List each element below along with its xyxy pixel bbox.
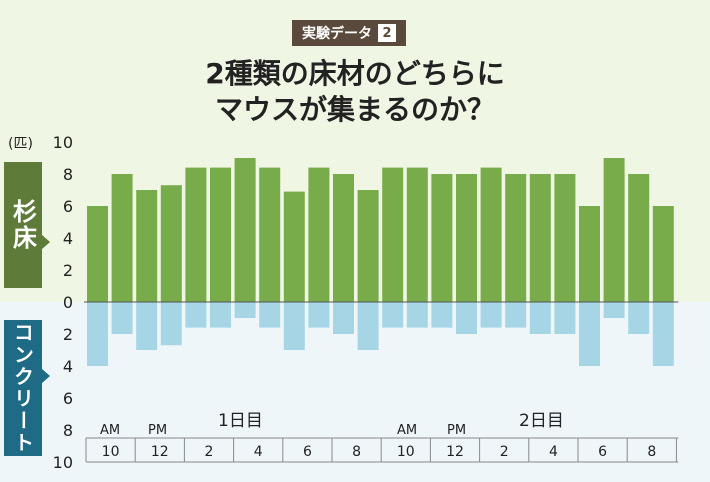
concrete-arrow-icon bbox=[42, 369, 50, 383]
am-label-day2: AM bbox=[397, 423, 418, 438]
concrete-bar bbox=[652, 302, 674, 366]
wood-bar bbox=[210, 167, 231, 302]
x-tick-label: 10 bbox=[102, 444, 120, 460]
x-tick-label: 8 bbox=[352, 444, 361, 460]
concrete-bar bbox=[554, 302, 576, 334]
x-tick-label: 6 bbox=[598, 444, 607, 460]
wood-bar bbox=[259, 167, 281, 302]
wood-bar bbox=[554, 174, 576, 302]
y-tick-label-lower: 8 bbox=[63, 421, 73, 440]
wood-floor-label: 杉床 bbox=[4, 162, 42, 288]
x-tick-label: 10 bbox=[397, 444, 415, 460]
title-line-1: 2種類の床材のどちらに bbox=[205, 57, 505, 90]
wood-bar bbox=[308, 167, 330, 302]
wood-bar bbox=[652, 206, 674, 302]
x-tick-label: 12 bbox=[151, 444, 169, 460]
y-tick-label-lower: 4 bbox=[63, 357, 73, 376]
badge-text: 実験データ bbox=[302, 26, 372, 42]
concrete-bar bbox=[406, 302, 428, 328]
concrete-bar bbox=[136, 302, 158, 350]
x-tick-label: 2 bbox=[205, 444, 214, 460]
y-tick-label-upper: 6 bbox=[63, 197, 73, 216]
concrete-bar bbox=[628, 302, 650, 334]
y-tick-label-upper: 0 bbox=[63, 293, 73, 312]
x-tick-label: 4 bbox=[549, 444, 558, 460]
am-label-day1: AM bbox=[100, 423, 121, 438]
wood-bar bbox=[111, 174, 133, 302]
y-tick-label-upper: 10 bbox=[53, 133, 73, 152]
x-tick-label: 6 bbox=[303, 444, 312, 460]
chart-title: 2種類の床材のどちらに マウスが集まるのか？ bbox=[0, 56, 710, 128]
wood-bar bbox=[505, 174, 527, 302]
x-tick-label: 12 bbox=[446, 444, 464, 460]
wood-bar bbox=[603, 158, 625, 302]
wood-bar bbox=[185, 167, 207, 302]
concrete-bar bbox=[111, 302, 133, 334]
wood-bar bbox=[480, 167, 502, 302]
unit-label: (匹) bbox=[8, 136, 33, 152]
y-tick-label-upper: 4 bbox=[63, 229, 73, 248]
wood-bar bbox=[456, 174, 477, 302]
wood-arrow-icon bbox=[42, 235, 50, 249]
pm-label-day1: PM bbox=[148, 423, 168, 438]
concrete-bar bbox=[160, 302, 182, 346]
day-2-label: 2日目 bbox=[519, 411, 564, 431]
wood-bar bbox=[234, 158, 256, 302]
wood-bar bbox=[628, 174, 650, 302]
concrete-bar bbox=[87, 302, 108, 366]
concrete-bar bbox=[357, 302, 379, 350]
concrete-bar bbox=[431, 302, 453, 328]
title-line-2: マウスが集まるのか？ bbox=[214, 93, 495, 126]
concrete-floor-label: コンクリート bbox=[4, 320, 42, 456]
y-tick-label-upper: 2 bbox=[63, 261, 73, 280]
concrete-bar bbox=[234, 302, 256, 318]
wood-bar bbox=[160, 185, 182, 302]
concrete-bar bbox=[308, 302, 330, 328]
badge-number: 2 bbox=[378, 24, 396, 42]
wood-bar bbox=[579, 206, 600, 302]
wood-bar bbox=[136, 190, 158, 302]
x-tick-label: 8 bbox=[647, 444, 656, 460]
concrete-bar bbox=[185, 302, 207, 328]
concrete-bar bbox=[382, 302, 404, 328]
concrete-bar bbox=[259, 302, 281, 328]
experiment-badge: 実験データ 2 bbox=[292, 20, 406, 46]
concrete-bar bbox=[480, 302, 502, 328]
concrete-bar bbox=[505, 302, 527, 328]
x-tick-label: 4 bbox=[254, 444, 263, 460]
pm-label-day2: PM bbox=[447, 423, 467, 438]
day-1-label: 1日目 bbox=[218, 411, 263, 431]
y-tick-label-lower: 10 bbox=[53, 453, 73, 472]
concrete-bar bbox=[456, 302, 477, 334]
concrete-bar bbox=[210, 302, 231, 328]
wood-bar bbox=[406, 167, 428, 302]
wood-bar bbox=[87, 206, 108, 302]
wood-bar bbox=[529, 174, 551, 302]
x-tick-label: 2 bbox=[500, 444, 509, 460]
wood-bar bbox=[431, 174, 453, 302]
concrete-bar bbox=[603, 302, 625, 318]
concrete-bar bbox=[579, 302, 600, 366]
wood-bar bbox=[283, 191, 305, 302]
y-tick-label-upper: 8 bbox=[63, 165, 73, 184]
concrete-bar bbox=[283, 302, 305, 350]
wood-bar bbox=[382, 167, 404, 302]
concrete-bar bbox=[529, 302, 551, 334]
wood-bar bbox=[357, 190, 379, 302]
y-tick-label-lower: 6 bbox=[63, 389, 73, 408]
wood-bar bbox=[333, 174, 354, 302]
concrete-bar bbox=[333, 302, 354, 334]
y-tick-label-lower: 2 bbox=[63, 325, 73, 344]
